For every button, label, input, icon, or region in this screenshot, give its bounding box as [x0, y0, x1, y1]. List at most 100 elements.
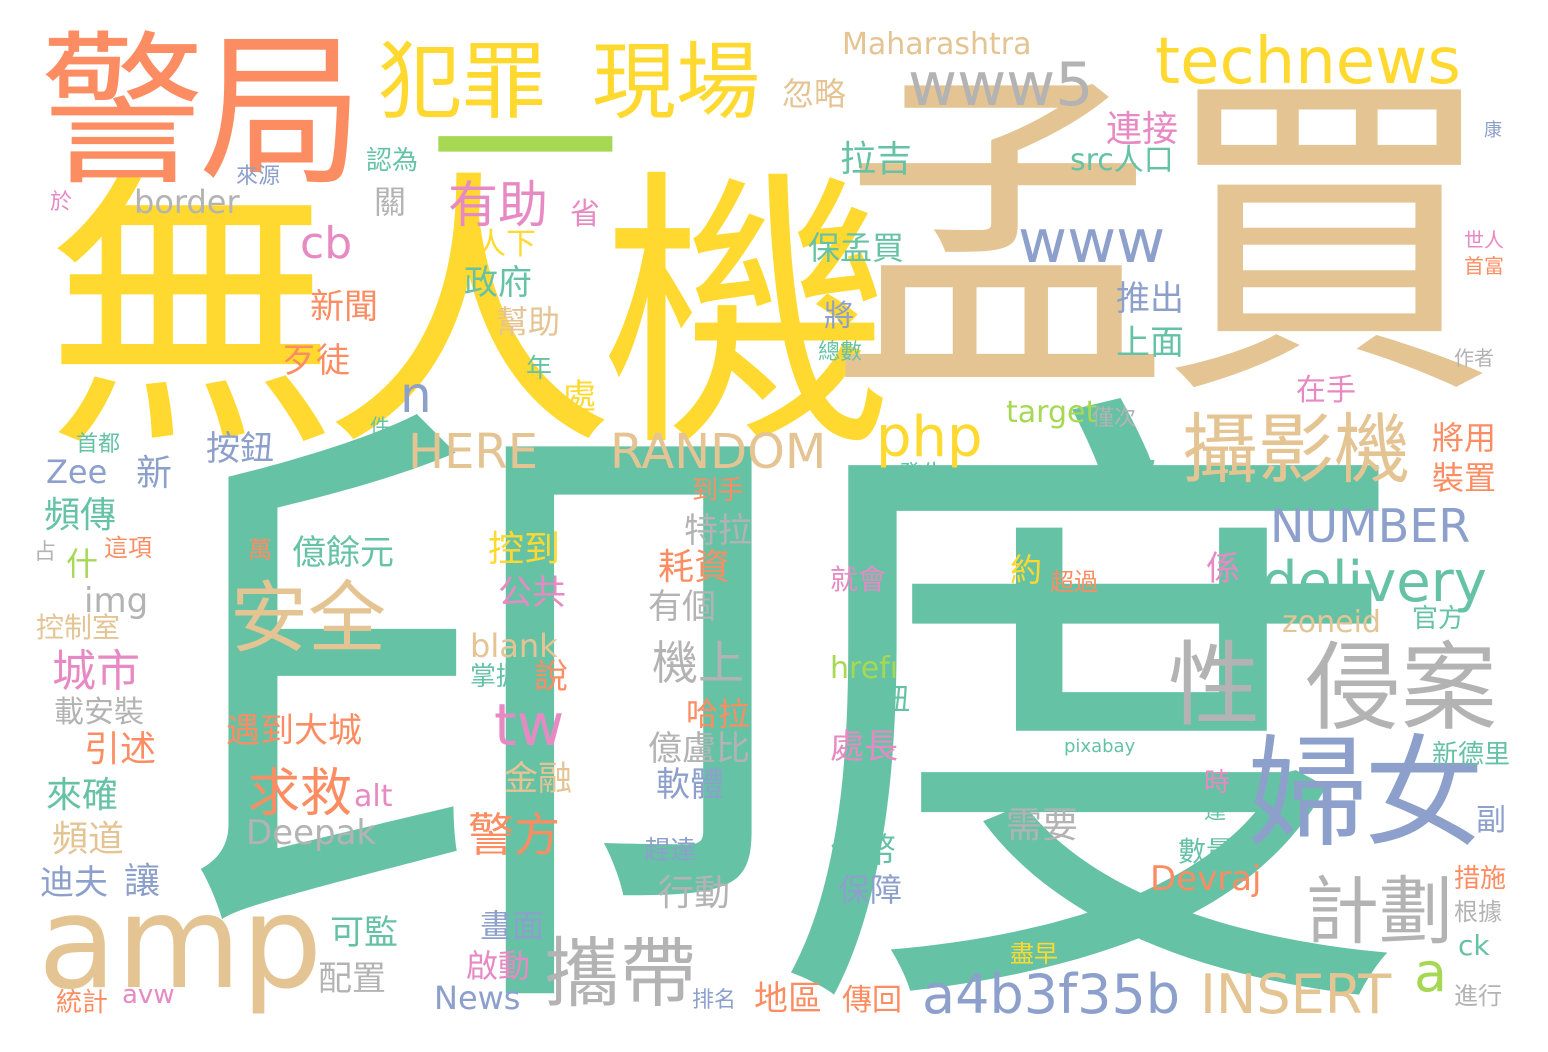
word: 發生	[898, 460, 946, 488]
word: 需要	[1006, 805, 1079, 846]
word: 推出	[1116, 279, 1184, 319]
word: Maharashtra	[842, 27, 1032, 62]
word: 世人	[1464, 228, 1504, 252]
word: 特拉	[684, 511, 752, 551]
word: 警方	[468, 808, 560, 862]
word: 迪夫	[40, 863, 108, 903]
word: 件	[370, 414, 390, 438]
word: 根據	[1454, 898, 1502, 926]
word: blank	[470, 627, 558, 665]
word: 占	[34, 540, 57, 565]
word: 年	[526, 354, 553, 384]
word: 頻傳	[44, 495, 117, 536]
word: 地區	[754, 979, 822, 1019]
word: 按鈕	[206, 429, 274, 469]
word: 性	[1168, 632, 1261, 739]
word: 官方	[1412, 604, 1465, 634]
word: 公共	[498, 573, 566, 613]
word: 康	[1484, 120, 1502, 141]
word: 侵案	[1305, 632, 1497, 744]
word: 來源	[236, 164, 281, 189]
word: alt	[354, 779, 393, 814]
word: INSERT	[1200, 963, 1392, 1026]
word: 配置	[318, 959, 386, 999]
word: amp	[38, 869, 323, 1018]
word: 作者	[1454, 346, 1494, 370]
word: 政府	[464, 263, 532, 303]
word: 處	[562, 377, 596, 417]
word: 億餘元	[292, 533, 394, 573]
word: 僅次	[1092, 406, 1137, 431]
word: 有助	[448, 176, 548, 234]
word: 係	[1206, 549, 1240, 589]
word: 現場	[592, 33, 761, 131]
word: 統計	[56, 988, 109, 1018]
word: a	[1414, 941, 1448, 1004]
word: 犯罪	[378, 33, 547, 131]
word: zoneid	[1282, 605, 1381, 640]
word: 無人機	[45, 146, 893, 486]
word: 遇到大城	[226, 711, 362, 751]
word: 到手	[692, 476, 745, 506]
word: cb	[300, 218, 353, 269]
word: 安全	[230, 574, 387, 664]
word: 一	[430, 42, 621, 263]
word: 讓	[124, 861, 161, 902]
word: 達	[1204, 800, 1227, 825]
word: 趕達	[644, 836, 697, 866]
word: 保障	[838, 871, 903, 909]
word: Zee	[46, 453, 108, 491]
word: 將	[824, 299, 854, 334]
word: 攝影機	[1182, 405, 1410, 494]
word: 進行	[1454, 982, 1502, 1010]
word: 這項	[104, 534, 152, 562]
word: 耗資	[658, 547, 731, 588]
word: 軟體	[656, 765, 724, 805]
word: 裝置	[1432, 459, 1497, 497]
word: NUMBER	[1270, 499, 1471, 553]
word: border	[134, 183, 240, 221]
word: 控到	[488, 529, 561, 570]
word: 處長	[830, 727, 898, 767]
word: 金融	[504, 759, 572, 799]
word: ck	[1458, 929, 1490, 962]
word: hrefı	[830, 651, 899, 686]
word: 萬	[248, 536, 272, 564]
word: pixabay	[1064, 736, 1136, 757]
word: 引述	[84, 729, 157, 770]
word: 城市	[52, 646, 140, 697]
word: 求救	[248, 764, 353, 824]
word: www	[1018, 207, 1166, 277]
word: avw	[122, 980, 175, 1010]
word: 在手	[1296, 373, 1356, 408]
word: 台幣	[828, 831, 896, 871]
word: 計劃	[1305, 869, 1453, 955]
word: 盡早	[1010, 940, 1058, 968]
word: img	[84, 581, 149, 621]
word: 幫助	[496, 303, 561, 341]
word: 傳回	[842, 983, 902, 1018]
word: 拉吉	[840, 139, 913, 180]
word: technews	[1155, 25, 1461, 99]
word: News	[434, 979, 521, 1017]
word: 新聞	[310, 287, 378, 327]
word: 連接	[1106, 109, 1179, 150]
word: 人下	[476, 227, 536, 262]
word: 鈕	[880, 683, 910, 718]
word: 哈拉	[686, 695, 751, 733]
word: 有個	[648, 587, 716, 627]
word: 就會	[830, 563, 887, 596]
word: 於	[50, 190, 73, 215]
word: 保孟買	[808, 229, 905, 267]
word: 一款	[1092, 451, 1157, 489]
word: 控制室	[36, 611, 121, 644]
word: 歹徒	[282, 341, 350, 381]
word: Deepak	[246, 813, 377, 853]
word: www5	[908, 50, 1094, 120]
word: 印度	[162, 345, 1412, 1052]
word: 啟動	[466, 947, 531, 985]
word: php	[876, 405, 983, 470]
word: 措施	[1454, 864, 1507, 894]
word: 約	[1010, 551, 1043, 589]
